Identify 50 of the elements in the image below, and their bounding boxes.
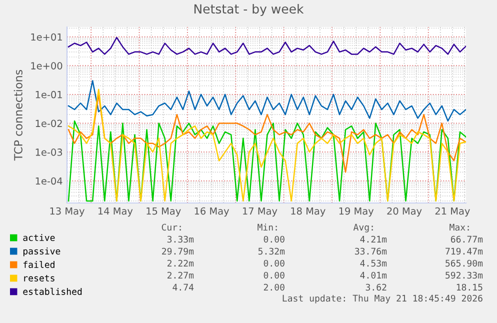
text: Last update: Thu May 21 18:45:49 2026 (282, 294, 482, 304)
x-tick-label: 18 May (291, 207, 326, 217)
text: 33.76m (354, 248, 387, 255)
y-tick-label: 1e-03 (36, 148, 62, 156)
text: 4.53m (360, 260, 387, 267)
legend-label: failed (24, 260, 54, 268)
x-tick-label: 13 May (50, 207, 84, 217)
text: 719.47m (446, 248, 483, 255)
text: 0.00 (264, 272, 284, 279)
x-tick-label: 20 May (387, 207, 422, 217)
text: 592.33m (446, 272, 483, 279)
text: Max: (450, 224, 469, 231)
y-tick-label: 1e+01 (31, 33, 62, 41)
x-tick-label: 17 May (243, 207, 278, 217)
text: Cur: (162, 224, 181, 231)
x-tick-label: 14 May (98, 207, 133, 217)
chart-title: Netstat - by week (194, 4, 304, 16)
text: 5.32m (258, 248, 285, 255)
legend-label: established (23, 288, 82, 295)
x-tick-label: 16 May (194, 207, 230, 217)
y-tick-label: 1e+00 (31, 62, 62, 70)
text: 3.62 (366, 284, 386, 291)
text: 0.00 (264, 260, 284, 267)
legend-label: active (23, 234, 55, 242)
text: 4.74 (172, 284, 194, 291)
text: 4.21m (360, 236, 387, 243)
y-tick-label: 1e-01 (36, 90, 62, 98)
x-tick-label: 15 May (146, 207, 181, 217)
text: 18.15 (456, 284, 482, 291)
y-tick-label: 1e-04 (36, 177, 62, 185)
legend-label: passive (23, 248, 60, 256)
text: 3.33m (167, 236, 194, 243)
text: 2.00 (264, 284, 284, 291)
text: 66.77m (450, 236, 483, 243)
text: 565.90m (446, 260, 483, 267)
line-series (68, 36, 466, 55)
x-tick-label: 19 May (339, 207, 374, 217)
text: Min: (258, 224, 277, 231)
text: 29.79m (162, 248, 194, 255)
text: 2.22m (167, 260, 194, 267)
legend-label: resets (24, 275, 54, 282)
y-tick-label: 1e-02 (36, 120, 62, 128)
text: Avg: (353, 224, 373, 232)
text: 4.01m (360, 272, 387, 279)
x-tick-label: 21 May (435, 207, 470, 217)
text: 2.27m (167, 272, 194, 279)
text: 0.00 (264, 236, 284, 243)
line-series (68, 80, 466, 122)
y-axis-title: TCP connections (14, 70, 22, 161)
line-series (68, 94, 466, 173)
